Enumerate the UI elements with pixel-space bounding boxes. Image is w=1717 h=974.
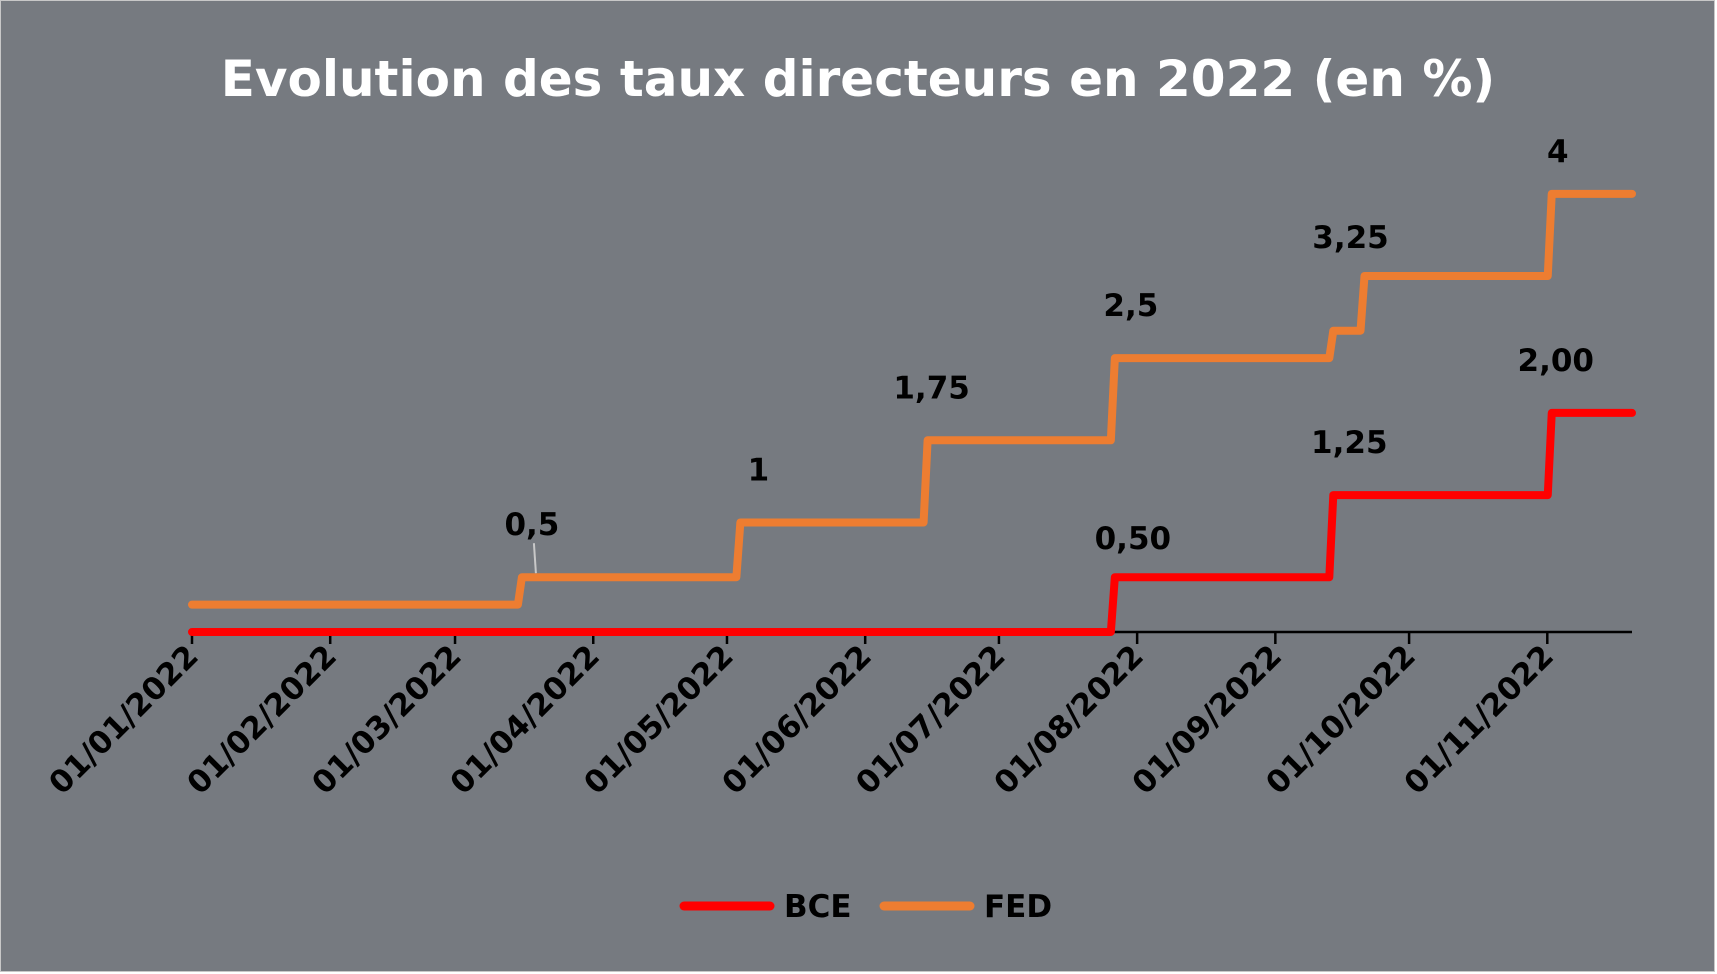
x-tick-label: 01/11/2022: [1397, 638, 1560, 801]
bce-data-label: 1,25: [1311, 425, 1388, 461]
fed-series-line: [188, 189, 1636, 609]
legend: BCE FED: [679, 889, 1052, 925]
fed-data-label: 4: [1547, 134, 1569, 170]
fed-data-label: 3,25: [1312, 220, 1389, 256]
data-labels: 0,50 1,25 2,00 0,5 1 1,75 2,5 3,25 4: [504, 134, 1595, 574]
fed-data-label: 1,75: [893, 370, 970, 406]
series-lines: [188, 189, 1636, 636]
bce-data-label: 2,00: [1518, 343, 1595, 379]
x-axis: 01/01/202201/02/202201/03/202201/04/2022…: [42, 630, 1632, 802]
bce-series-line: [188, 408, 1636, 636]
fed-data-label: 2,5: [1103, 288, 1158, 324]
label-leader-line: [532, 543, 537, 574]
bce-legend-label: BCE: [784, 889, 852, 925]
fed-data-label: 0,5: [504, 507, 559, 543]
bce-data-label: 0,50: [1095, 521, 1172, 557]
fed-data-label: 1: [748, 452, 770, 488]
fed-legend-label: FED: [984, 889, 1052, 925]
chart-title: Evolution des taux directeurs en 2022 (e…: [221, 50, 1496, 108]
